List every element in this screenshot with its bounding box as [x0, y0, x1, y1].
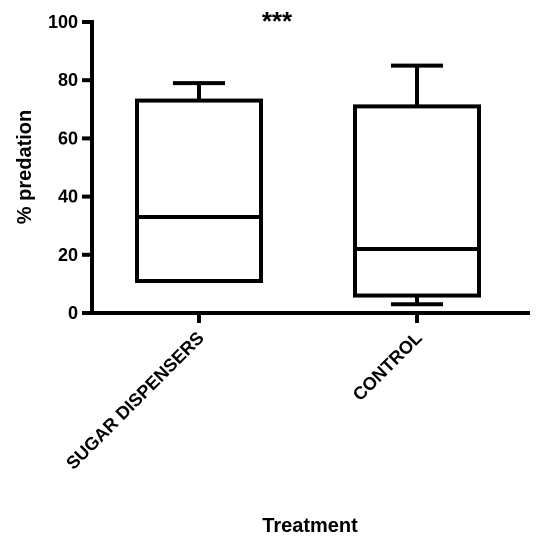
box-group: [135, 63, 481, 307]
x-axis: SUGAR DISPENSERS CONTROL: [62, 311, 530, 474]
box-iqr: [353, 104, 481, 298]
x-tick-label: CONTROL: [349, 328, 426, 405]
y-axis-title: % predation: [14, 110, 36, 224]
box-1: [135, 81, 263, 283]
significance-annotation: ***: [262, 6, 293, 36]
box-2: [353, 63, 481, 307]
y-tick-label: 40: [58, 187, 78, 207]
x-axis-title: Treatment: [262, 515, 358, 537]
y-tick-label: 60: [58, 128, 78, 148]
y-tick-label: 100: [48, 12, 78, 32]
y-tick-label: 80: [58, 70, 78, 90]
y-tick-label: 0: [68, 303, 78, 323]
y-axis: 0 20 40 60 80 100: [48, 12, 94, 323]
y-tick-label: 20: [58, 245, 78, 265]
x-tick-label: SUGAR DISPENSERS: [62, 328, 208, 474]
box-iqr: [135, 98, 263, 283]
